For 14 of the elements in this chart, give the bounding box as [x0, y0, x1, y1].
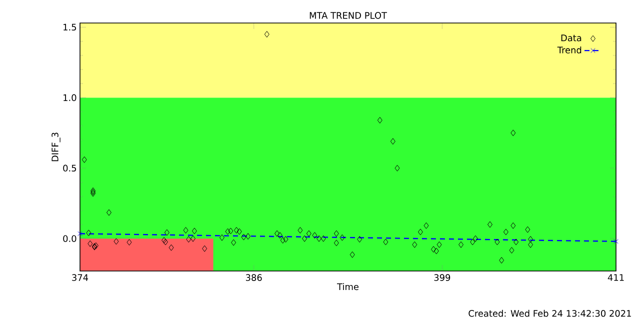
x-tick-label: 386: [246, 274, 262, 281]
y-axis-title: DIFF_3: [52, 132, 60, 162]
x-axis-title: Time: [337, 283, 359, 290]
y-tick-label: 1.0: [64, 94, 76, 102]
y-tick-label: 0.5: [63, 164, 76, 172]
x-tick-label: 374: [72, 274, 88, 281]
chart-title: MTA TREND PLOT: [310, 12, 388, 19]
x-tick-label: 411: [608, 274, 624, 281]
y-tick-label: 0.0: [63, 235, 76, 242]
text: Created: Wed Feb 24 13:42:30 2021: [468, 310, 631, 317]
x-tick-label: 399: [434, 274, 450, 281]
legend-label: Trend: [557, 46, 582, 54]
legend-label: Data: [561, 34, 582, 42]
y-tick-label: 1.5: [64, 24, 76, 31]
